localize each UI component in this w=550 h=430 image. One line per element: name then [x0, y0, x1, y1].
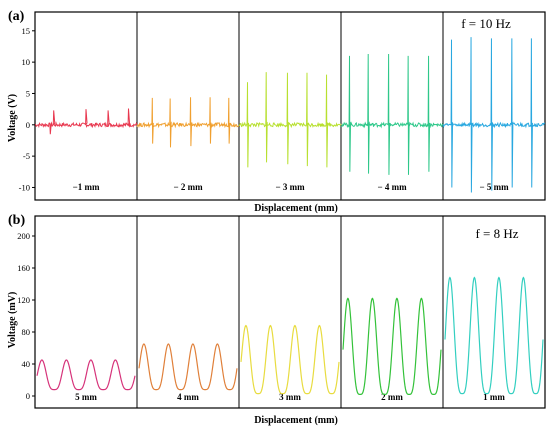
- a-segment-label: − 3 mm: [275, 182, 305, 192]
- b-series-line: [444, 276, 544, 395]
- b-series-line: [240, 324, 340, 395]
- a-plot-frame: [34, 11, 546, 201]
- a-series-line: [340, 53, 444, 175]
- b-segment-label: 1 mm: [483, 392, 505, 402]
- a-series-line: [136, 97, 240, 148]
- b-segment-label: 2 mm: [381, 392, 403, 402]
- b-series-line: [342, 297, 442, 395]
- a-y-tick-label: -10: [19, 182, 30, 192]
- panel-b-y-axis-label: Voltage (mV): [7, 292, 18, 349]
- b-plot-frame: [34, 215, 546, 409]
- panel-b-x-axis-label: Displacement (mm): [254, 415, 338, 426]
- b-segment-label: 5 mm: [75, 392, 97, 402]
- b-y-tick-label: 160: [17, 263, 30, 273]
- a-segment-label: − 5 mm: [479, 182, 509, 192]
- b-y-tick-label: 0: [26, 391, 30, 401]
- panel-b-plot: 200 160 120 80 40 0 5 mm 4 mm 3 mm 2 mm 1 mm: [17, 215, 546, 409]
- a-series-line: [442, 37, 546, 193]
- a-segment-label: − 4 mm: [377, 182, 407, 192]
- a-series-line: [34, 108, 138, 135]
- a-series-line: [238, 72, 342, 168]
- panel-a-frequency-annotation: f = 10 Hz: [461, 16, 511, 31]
- panel-a-y-axis-label: Voltage (V): [7, 94, 18, 142]
- a-y-tick-label: 10: [22, 57, 31, 67]
- panel-b-frequency-annotation: f = 8 Hz: [475, 226, 518, 241]
- a-y-tick-label: 15: [22, 26, 31, 36]
- b-segment-label: 3 mm: [279, 392, 301, 402]
- b-y-tick-label: 40: [22, 359, 31, 369]
- b-y-tick-label: 80: [22, 327, 31, 337]
- b-y-tick-label: 200: [17, 231, 30, 241]
- a-y-tick-label: 0: [26, 120, 30, 130]
- panel-a-plot: 15 10 5 0 -5 -10 −1 mm − 2 mm − 3 mm − 4 mm − 5 mm: [19, 11, 546, 201]
- panel-b-label: (b): [8, 213, 25, 228]
- a-y-tick-label: 5: [26, 88, 30, 98]
- b-segment-label: 4 mm: [177, 392, 199, 402]
- b-y-tick-label: 120: [17, 295, 30, 305]
- b-series-line: [138, 343, 238, 391]
- b-series-line: [36, 359, 136, 391]
- a-y-tick-label: -5: [23, 151, 30, 161]
- a-segment-label: −1 mm: [73, 182, 100, 192]
- panel-a-x-axis-label: Displacement (mm): [254, 203, 338, 214]
- panel-a-label: (a): [8, 9, 25, 24]
- a-segment-label: − 2 mm: [173, 182, 203, 192]
